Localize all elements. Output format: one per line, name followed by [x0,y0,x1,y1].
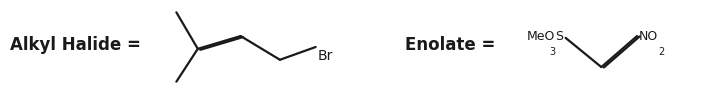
Text: 2: 2 [657,47,664,57]
Text: Br: Br [318,49,333,63]
Text: NO: NO [638,30,657,43]
Text: 3: 3 [549,47,556,57]
Text: Enolate =: Enolate = [405,36,495,54]
Text: Alkyl Halide =: Alkyl Halide = [10,36,141,54]
Text: MeO: MeO [526,30,555,43]
Text: S: S [555,30,563,43]
